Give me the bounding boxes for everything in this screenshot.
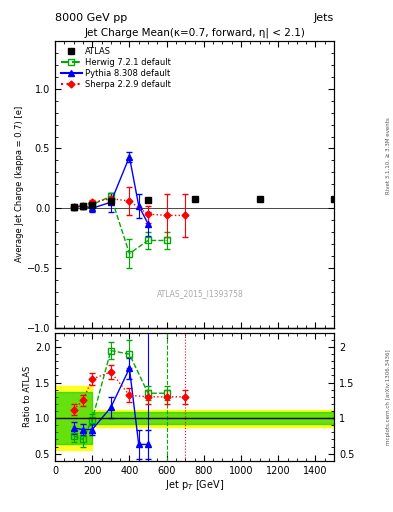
Text: ATLAS_2015_I1393758: ATLAS_2015_I1393758	[157, 289, 244, 298]
Title: Jet Charge Mean(κ=0.7, forward, η| < 2.1): Jet Charge Mean(κ=0.7, forward, η| < 2.1…	[84, 28, 305, 38]
Y-axis label: Ratio to ATLAS: Ratio to ATLAS	[23, 366, 32, 428]
Legend: ATLAS, Herwig 7.2.1 default, Pythia 8.308 default, Sherpa 2.2.9 default: ATLAS, Herwig 7.2.1 default, Pythia 8.30…	[59, 45, 173, 91]
X-axis label: Jet p$_T$ [GeV]: Jet p$_T$ [GeV]	[165, 478, 224, 493]
Y-axis label: Average Jet Charge (kappa = 0.7) [e]: Average Jet Charge (kappa = 0.7) [e]	[15, 106, 24, 263]
Text: Rivet 3.1.10, ≥ 3.3M events: Rivet 3.1.10, ≥ 3.3M events	[386, 117, 391, 194]
Text: Jets: Jets	[314, 13, 334, 23]
Text: mcplots.cern.ch [arXiv:1306.3436]: mcplots.cern.ch [arXiv:1306.3436]	[386, 349, 391, 444]
Text: 8000 GeV pp: 8000 GeV pp	[55, 13, 127, 23]
